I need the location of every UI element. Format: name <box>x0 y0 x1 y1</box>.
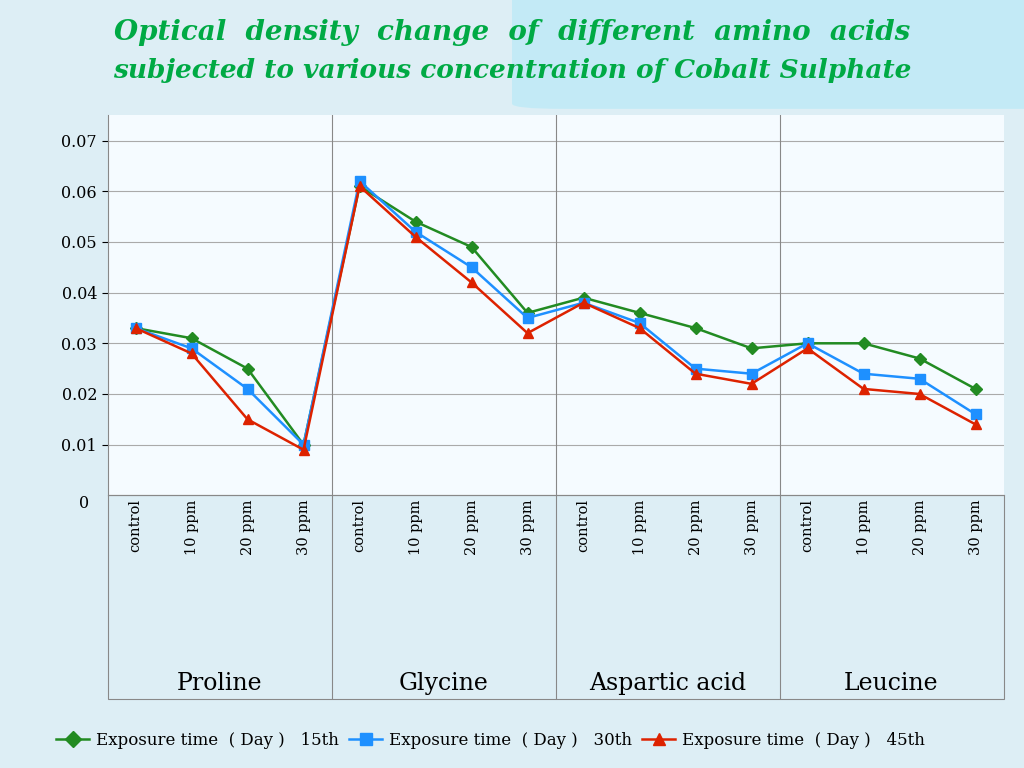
FancyBboxPatch shape <box>512 0 1024 109</box>
Text: 30 ppm: 30 ppm <box>297 499 310 555</box>
Text: Aspartic acid: Aspartic acid <box>589 672 746 695</box>
Text: Proline: Proline <box>177 672 262 695</box>
Text: 20 ppm: 20 ppm <box>912 499 927 555</box>
Text: 10 ppm: 10 ppm <box>856 499 870 554</box>
Text: 10 ppm: 10 ppm <box>633 499 646 554</box>
Text: 10 ppm: 10 ppm <box>184 499 199 554</box>
Text: 30 ppm: 30 ppm <box>744 499 759 555</box>
Text: 20 ppm: 20 ppm <box>465 499 478 555</box>
Text: Leucine: Leucine <box>844 672 939 695</box>
Text: control: control <box>352 499 367 552</box>
Text: 20 ppm: 20 ppm <box>688 499 702 555</box>
Text: 30 ppm: 30 ppm <box>969 499 982 555</box>
Text: control: control <box>801 499 814 552</box>
Legend: Exposure time  ( Day )   15th, Exposure time  ( Day )   30th, Exposure time  ( D: Exposure time ( Day ) 15th, Exposure tim… <box>49 726 932 756</box>
Text: control: control <box>577 499 591 552</box>
Text: 10 ppm: 10 ppm <box>409 499 423 554</box>
Text: 30 ppm: 30 ppm <box>520 499 535 555</box>
Text: 0: 0 <box>79 495 89 512</box>
Text: Optical  density  change  of  different  amino  acids: Optical density change of different amin… <box>114 18 910 46</box>
Text: subjected to various concentration of Cobalt Sulphate: subjected to various concentration of Co… <box>113 58 911 83</box>
Text: 20 ppm: 20 ppm <box>241 499 255 555</box>
Text: control: control <box>129 499 142 552</box>
Text: Glycine: Glycine <box>398 672 488 695</box>
